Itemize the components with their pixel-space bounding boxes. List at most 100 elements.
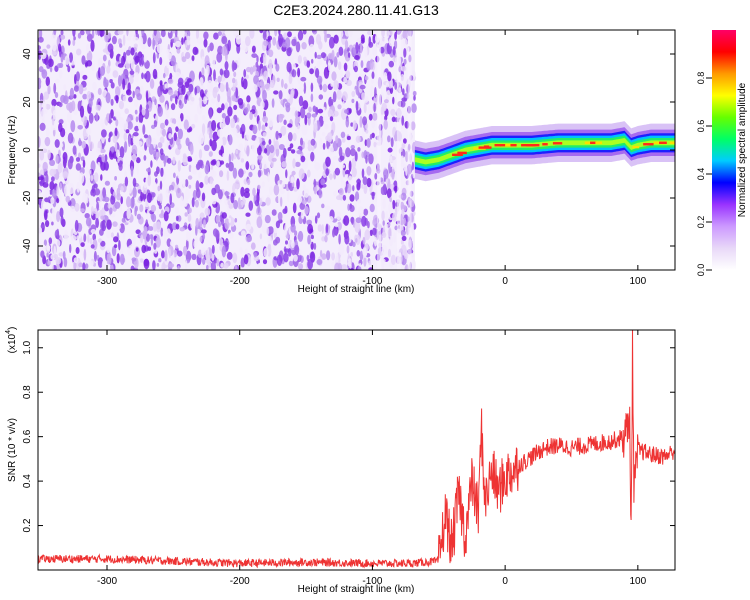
noise-blob [113,236,119,243]
carrier-peak [643,143,654,146]
noise-blob [119,146,125,159]
noise-blob [264,214,271,224]
noise-blob [263,40,269,46]
noise-blob [220,262,224,268]
noise-blob [185,250,192,262]
noise-blob [132,135,139,146]
noise-blob [347,52,351,58]
noise-blob [333,56,338,68]
noise-blob [114,176,117,181]
noise-blob [188,83,194,93]
noise-blob [291,38,297,47]
noise-blob [278,114,285,119]
noise-blob [141,244,147,254]
colorbar-ticks: 0.0 0.2 0.4 0.6 0.8 [696,72,712,276]
noise-blob [271,209,277,216]
noise-blob [223,262,229,269]
noise-blob [216,107,223,114]
noise-blob [108,112,112,125]
noise-blob [353,65,358,73]
noise-blob [329,98,334,104]
noise-blob [230,193,235,204]
noise-blob [334,167,341,176]
noise-blob [51,176,55,182]
noise-blob [340,180,347,189]
noise-blob [160,227,164,237]
noise-blob [83,248,87,261]
noise-blob [47,84,51,95]
noise-blob [362,37,365,43]
noise-blob [345,117,350,128]
noise-blob [321,253,327,260]
noise-blob [350,122,354,127]
noise-blob [246,145,250,157]
noise-blob [253,75,259,85]
noise-blob [290,149,296,154]
noise-blob [145,90,149,103]
noise-blob [81,55,86,65]
noise-blob [389,235,394,247]
noise-blob [201,115,206,121]
noise-blob [166,228,171,237]
noise-blob [390,108,396,116]
noise-blob [164,83,169,89]
noise-blob [349,263,352,269]
noise-blob [64,153,68,164]
noise-blob [263,248,269,258]
noise-blob [74,202,80,212]
noise-blob [363,102,367,114]
noise-blob [136,93,142,101]
noise-blob [153,30,157,36]
noise-blob [337,104,342,110]
noise-blob [58,43,62,53]
noise-blob [100,215,106,220]
noise-blob [155,221,162,233]
noise-blob [317,108,324,114]
noise-blob [365,154,368,164]
noise-blob [67,252,71,262]
noise-blob [346,135,351,141]
noise-blob [292,132,297,142]
noise-blob [281,181,286,188]
carrier-peak [632,145,640,149]
noise-blob [199,96,203,109]
noise-blob [177,250,183,257]
noise-blob [380,250,384,262]
noise-blob [181,84,186,96]
noise-blob [58,252,64,257]
noise-blob [284,205,288,214]
noise-blob [300,106,306,119]
spectrogram-y-tick-label: -40 [22,238,33,253]
noise-blob [60,127,66,138]
noise-blob [92,82,97,90]
noise-blob [387,71,392,82]
snr-x-tick-label: -300 [97,576,117,587]
noise-blob [372,227,377,236]
noise-blob [281,161,287,168]
noise-blob [132,177,137,187]
noise-blob [364,229,371,241]
noise-blob [136,163,139,175]
colorbar-tick-label: 0.8 [696,72,706,85]
noise-blob [391,116,396,123]
noise-blob [69,87,74,99]
noise-blob [191,123,196,129]
noise-blob [385,223,389,232]
noise-blob [79,105,85,118]
noise-blob [85,30,91,36]
noise-blob [89,260,94,267]
noise-blob [259,30,264,34]
noise-blob [151,192,156,198]
noise-blob [307,169,311,178]
noise-blob [209,176,213,185]
noise-blob [336,89,342,100]
noise-blob [146,100,153,113]
noise-blob [128,75,134,85]
noise-blob [388,162,391,170]
noise-blob [234,179,240,190]
noise-blob [185,137,190,147]
noise-blob [101,129,107,138]
noise-blob [209,138,213,147]
noise-blob [184,39,188,48]
noise-blob [348,258,352,263]
